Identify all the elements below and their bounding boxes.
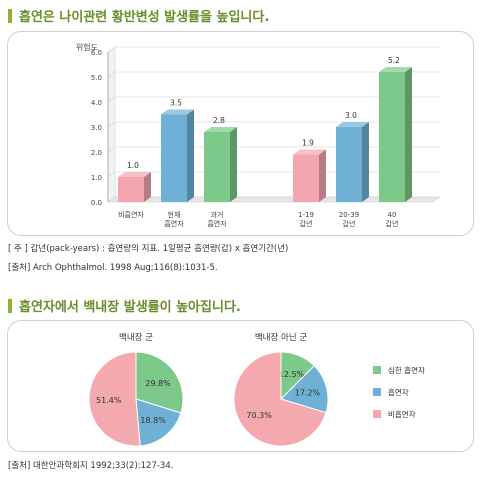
gridline-side: [107, 96, 116, 103]
x-tick-label: 갑년: [386, 219, 399, 228]
bar-value-label: 3.5: [170, 99, 182, 108]
section2-heading-text: 흡연자에서 백내장 발생률이 높아집니다.: [19, 300, 241, 315]
gridline-side: [107, 121, 116, 128]
x-tick-label: 갑년: [300, 219, 313, 228]
bar-side: [187, 109, 194, 202]
x-tick-label: 과거: [211, 210, 224, 219]
pie-slice-label: 51.4%: [96, 396, 122, 405]
x-tick-label: 20-39: [339, 211, 359, 219]
y-axis-label: 위험도: [76, 43, 98, 52]
y-tick-label: 2.0: [91, 149, 102, 157]
y-tick-label: 5.0: [91, 74, 102, 82]
legend-swatch: [373, 410, 381, 418]
bar: [118, 177, 144, 202]
pie-title: 백내장 아닌 군: [255, 332, 308, 343]
section1-note-definition: [ 주 ] 갑년(pack-years) : 흡연량의 지표. 1일평균 흡연량…: [8, 244, 289, 254]
bar-side: [405, 67, 412, 202]
pie-slice: [88, 351, 141, 447]
legend-swatch: [373, 388, 381, 396]
x-tick-label: 비흡연자: [118, 210, 144, 219]
bar-side: [362, 122, 369, 202]
heading-marker: [8, 9, 12, 23]
bar-top: [161, 109, 194, 115]
x-tick-label: 40: [388, 211, 397, 219]
bar-value-label: 2.8: [213, 116, 225, 125]
y-tick-label: 1.0: [91, 174, 102, 182]
bar-top: [204, 127, 237, 132]
legend-label: 비흡연자: [388, 409, 416, 419]
bar: [161, 114, 187, 202]
y-tick-label: 4.0: [91, 99, 102, 107]
gridline-side: [107, 71, 116, 78]
pie-slice: [135, 398, 182, 447]
pie-chart-panel: 백내장 군 29.8% 18.8% 51.4% 백내장 아닌 군 12.5% 17.2% 70…: [7, 320, 474, 452]
legend-label: 흡연자: [388, 387, 409, 397]
x-tick-label: 흡연자: [207, 219, 227, 228]
pie-slice: [233, 351, 327, 447]
gridline-side: [107, 46, 116, 53]
bar-value-label: 1.0: [127, 161, 139, 170]
gridline-side: [107, 196, 116, 203]
bar-value-label: 1.9: [302, 139, 314, 148]
y-tick-label: 0.0: [91, 199, 102, 207]
pie-slice-label: 29.8%: [145, 379, 171, 388]
x-tick-label: 흡연자: [164, 219, 184, 228]
section1-heading-text: 흡연은 나이관련 황반변성 발생률을 높입니다.: [19, 10, 270, 25]
pie-slice-label: 70.3%: [246, 411, 272, 420]
bar-chart-panel: 0.0 1.0 2.0 3.0 4.0 5.0 6.0 위험도 1.0 비흡연자 3.5 현재 흡연자 2…: [7, 31, 474, 236]
bar-side: [144, 172, 151, 202]
bar-top: [118, 172, 151, 177]
bar: [293, 154, 319, 202]
heading-marker: [8, 299, 12, 313]
pie-slice-label: 12.5%: [279, 370, 305, 379]
bar-value-label: 5.2: [388, 56, 400, 65]
section1-heading: 흡연은 나이관련 황반변성 발생률을 높입니다.: [8, 6, 269, 25]
bar: [336, 127, 362, 202]
bar-side: [230, 127, 237, 202]
pie-slice-label: 18.8%: [140, 416, 166, 425]
bar-top: [379, 67, 412, 72]
pie-slice: [280, 365, 329, 414]
pie-slice: [135, 351, 184, 414]
bar-side: [319, 149, 326, 202]
x-tick-label: 1-19: [298, 211, 314, 219]
bar: [379, 72, 405, 202]
pie-charts: 백내장 군 29.8% 18.8% 51.4% 백내장 아닌 군 12.5% 17.2% 70…: [88, 332, 425, 447]
legend-label: 심한 흡연자: [388, 365, 425, 375]
bar: [204, 132, 230, 202]
bar-top: [293, 149, 326, 155]
gridline-side: [107, 146, 116, 153]
section2-note-source: [출처] 대한안과학회지 1992;33(2):127-34.: [8, 461, 174, 471]
gridline-side: [107, 171, 116, 178]
bar-value-label: 3.0: [345, 111, 357, 120]
y-tick-label: 3.0: [91, 124, 102, 132]
x-tick-label: 갑년: [343, 219, 356, 228]
section2-heading: 흡연자에서 백내장 발생률이 높아집니다.: [8, 296, 241, 315]
x-tick-label: 현재: [168, 211, 181, 219]
legend-swatch: [373, 366, 381, 374]
section1-note-source: [출처] Arch Ophthalmol. 1998 Aug;116(8):10…: [8, 263, 218, 273]
y-tick-label: 6.0: [91, 49, 102, 57]
bar-chart: 0.01.02.03.04.05.06.0위험도1.0비흡연자3.5현재흡연자2…: [76, 43, 441, 228]
bar-top: [336, 122, 369, 127]
pie-slice-label: 17.2%: [295, 388, 321, 397]
pie-title: 백내장 군: [119, 332, 153, 343]
